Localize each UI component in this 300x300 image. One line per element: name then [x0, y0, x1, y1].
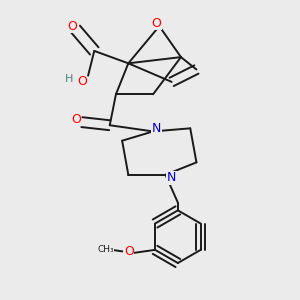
Text: O: O	[68, 20, 77, 33]
Text: O: O	[77, 75, 87, 88]
Text: O: O	[124, 245, 134, 258]
Text: O: O	[151, 16, 161, 30]
Text: H: H	[65, 74, 74, 84]
Text: CH₃: CH₃	[97, 245, 114, 254]
Text: O: O	[71, 112, 81, 125]
Text: N: N	[152, 122, 161, 135]
Text: N: N	[167, 171, 176, 184]
